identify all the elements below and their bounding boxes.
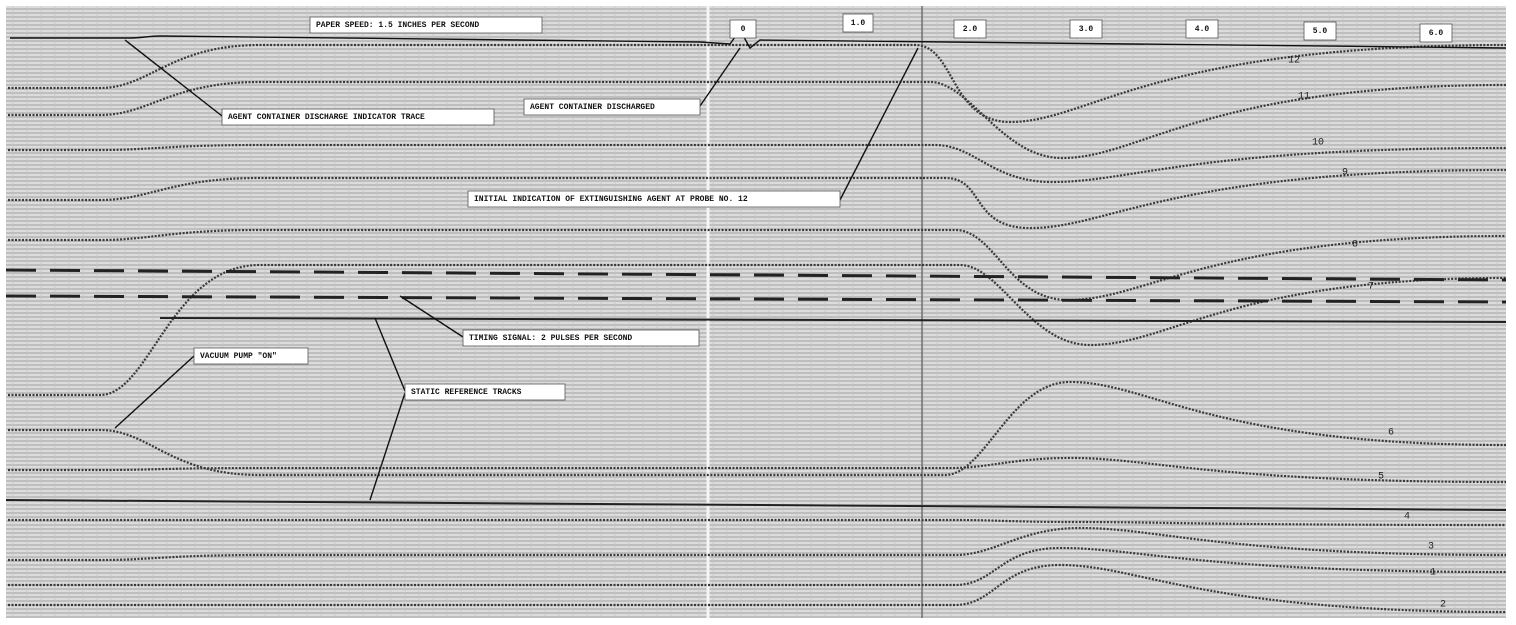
annotation: VACUUM PUMP "ON" bbox=[200, 352, 277, 361]
time-marker: 3.0 bbox=[1079, 25, 1094, 34]
probe-label: 7 bbox=[1368, 282, 1374, 293]
probe-label: 10 bbox=[1312, 138, 1324, 149]
probe-label: 5 bbox=[1378, 472, 1384, 483]
time-marker: 5.0 bbox=[1313, 27, 1328, 36]
annotation: INITIAL INDICATION OF EXTINGUISHING AGEN… bbox=[474, 195, 748, 204]
probe-label: 6 bbox=[1388, 428, 1394, 439]
probe-label: 11 bbox=[1298, 92, 1310, 103]
probe-label: 3 bbox=[1428, 542, 1434, 553]
probe-label: 4 bbox=[1404, 512, 1410, 523]
annotation: AGENT CONTAINER DISCHARGE INDICATOR TRAC… bbox=[228, 113, 425, 122]
probe-label: 9 bbox=[1342, 168, 1348, 179]
probe-label: 8 bbox=[1352, 240, 1358, 251]
time-marker: 2.0 bbox=[963, 25, 978, 34]
time-marker: 1.0 bbox=[851, 19, 866, 28]
paper-speed: PAPER SPEED: 1.5 INCHES PER SECOND bbox=[316, 21, 479, 30]
probe-label: 12 bbox=[1288, 56, 1300, 67]
time-marker: 4.0 bbox=[1195, 25, 1210, 34]
paper-grid bbox=[6, 6, 1506, 618]
page: PAPER SPEED: 1.5 INCHES PER SECOND AGENT… bbox=[0, 0, 1516, 625]
time-marker: 6.0 bbox=[1429, 29, 1444, 38]
annotation: AGENT CONTAINER DISCHARGED bbox=[530, 103, 655, 112]
annotation: STATIC REFERENCE TRACKS bbox=[411, 388, 522, 397]
probe-label: 1 bbox=[1430, 568, 1436, 579]
strip-chart-record: PAPER SPEED: 1.5 INCHES PER SECOND AGENT… bbox=[0, 0, 1516, 625]
annotation: TIMING SIGNAL: 2 PULSES PER SECOND bbox=[469, 334, 632, 343]
probe-label: 2 bbox=[1440, 600, 1446, 611]
time-marker: 0 bbox=[741, 25, 746, 34]
